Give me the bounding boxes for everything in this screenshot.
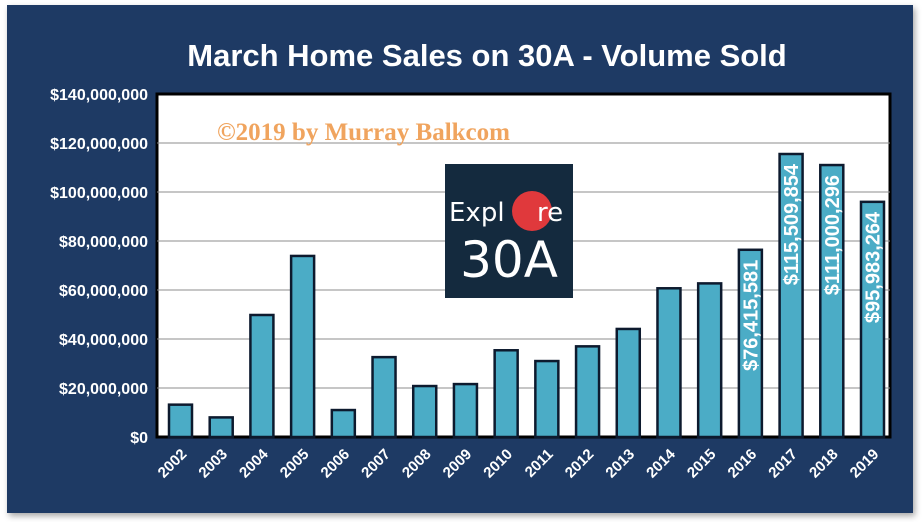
x-tick-label: 2007 — [358, 446, 394, 482]
y-tick-label: $80,000,000 — [59, 234, 148, 251]
x-axis-ticks: 2002 2003 2004 2005 2006 2007 2008 2009 2010 2011… — [155, 445, 883, 481]
chart-frame: March Home Sales on 30A - Volume Sold $0… — [7, 5, 913, 513]
bar-2011 — [534, 359, 560, 439]
y-tick-label: $20,000,000 — [59, 381, 148, 398]
bar-2014 — [656, 287, 682, 439]
x-tick-label: 2017 — [765, 446, 801, 482]
bar-2010 — [493, 349, 519, 439]
logo-30a: 30A — [460, 231, 558, 289]
bar-2005 — [289, 254, 316, 439]
y-tick-label: $40,000,000 — [59, 332, 148, 349]
bar-2004 — [249, 313, 275, 439]
logo-background — [445, 164, 573, 298]
data-labels: $76,415,581 $115,509,854 $111,000,296 $95,9… — [740, 163, 884, 371]
y-tick-label: $60,000,000 — [59, 283, 148, 300]
bar-2009 — [452, 382, 479, 439]
bar-2019 — [859, 200, 886, 439]
x-tick-label: 2002 — [155, 446, 191, 482]
data-label-2018: $111,000,296 — [822, 175, 844, 295]
bar-2007 — [371, 355, 397, 439]
y-axis-ticks: $0 $20,000,000 $40,000,000 $60,000,000 $80,0… — [50, 87, 148, 447]
data-label-2016: $76,415,581 — [740, 260, 762, 371]
bar-2008 — [411, 384, 438, 439]
bar-2018 — [819, 163, 845, 439]
x-tick-label: 2006 — [318, 446, 354, 482]
x-tick-label: 2009 — [440, 446, 476, 482]
logo-accent-circle — [512, 191, 552, 231]
data-label-2019: $95,983,264 — [863, 211, 885, 323]
bar-2015 — [696, 282, 723, 439]
logo-word-start: Expl — [449, 198, 505, 228]
x-tick-label: 2012 — [562, 446, 598, 482]
y-tick-label: $140,000,000 — [50, 87, 148, 104]
x-tick-label: 2008 — [399, 446, 435, 482]
x-tick-label: 2019 — [847, 446, 883, 482]
chart-title: March Home Sales on 30A - Volume Sold — [187, 38, 786, 73]
y-tick-label: $120,000,000 — [50, 136, 148, 153]
data-label-2017: $115,509,854 — [781, 163, 803, 285]
bar-2012 — [574, 345, 601, 439]
x-tick-label: 2011 — [522, 446, 557, 481]
x-tick-label: 2005 — [277, 446, 313, 482]
bar-2016 — [737, 248, 764, 439]
x-tick-label: 2018 — [806, 446, 842, 482]
bars — [167, 152, 886, 439]
watermark: ©2019 by Murray Balkcom — [217, 119, 510, 146]
x-tick-label: 2015 — [684, 446, 720, 482]
x-tick-label: 2014 — [643, 445, 679, 481]
logo-word-end: re — [537, 198, 563, 228]
bar-chart: March Home Sales on 30A - Volume Sold $0… — [50, 38, 892, 481]
x-tick-label: 2004 — [236, 445, 272, 481]
y-tick-label: $100,000,000 — [50, 185, 148, 202]
bar-2006 — [330, 408, 357, 439]
explore-30a-logo: Expl re 30A — [445, 164, 573, 298]
bar-2002 — [167, 403, 194, 439]
x-tick-label: 2003 — [195, 446, 231, 482]
x-tick-label: 2013 — [602, 446, 638, 482]
x-tick-label: 2010 — [480, 446, 516, 482]
bar-2003 — [208, 416, 234, 439]
x-tick-label: 2016 — [725, 446, 761, 482]
y-tick-label: $0 — [130, 430, 148, 447]
bar-2017 — [778, 152, 804, 439]
bar-2013 — [615, 327, 642, 439]
